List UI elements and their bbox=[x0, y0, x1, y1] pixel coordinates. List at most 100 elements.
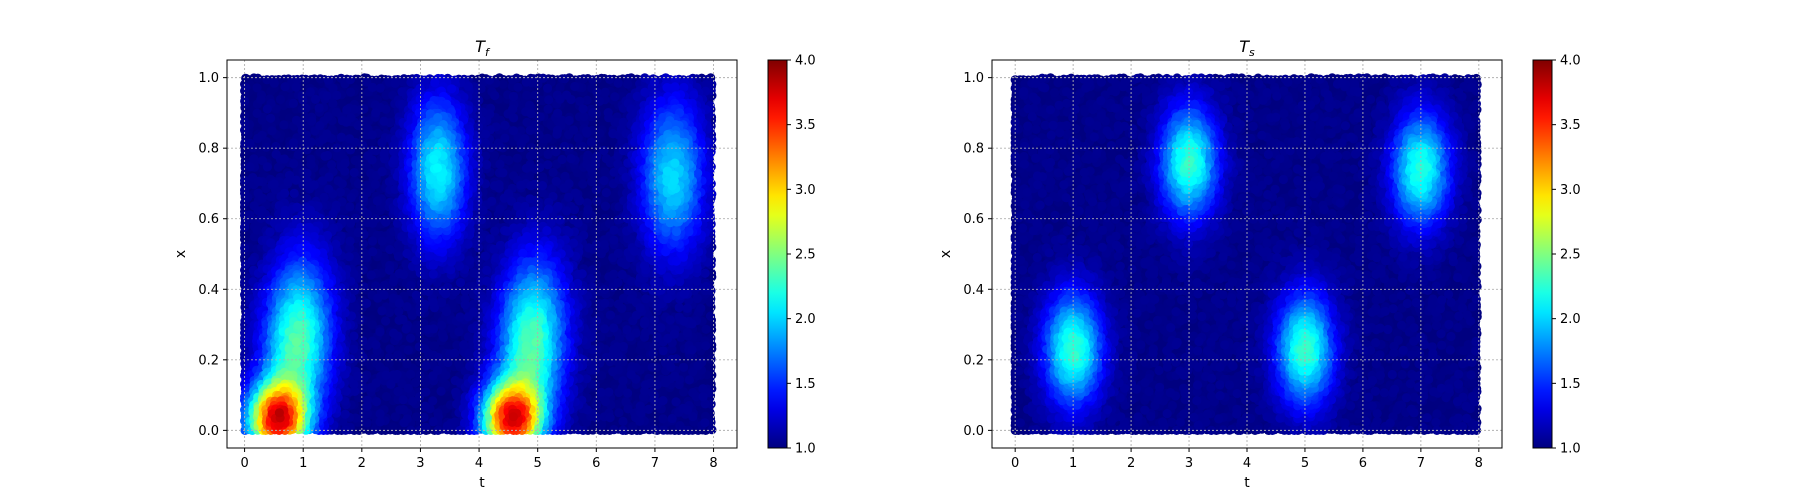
data-point bbox=[605, 74, 615, 84]
data-point bbox=[535, 112, 545, 122]
data-point bbox=[512, 153, 522, 163]
data-point bbox=[583, 205, 593, 215]
data-point bbox=[291, 175, 301, 185]
data-point bbox=[289, 138, 299, 148]
data-point bbox=[507, 75, 518, 85]
data-point bbox=[340, 166, 350, 176]
data-point bbox=[706, 354, 716, 364]
data-point bbox=[635, 401, 645, 411]
data-point bbox=[544, 95, 554, 105]
data-point bbox=[279, 120, 289, 130]
data-point bbox=[245, 138, 255, 148]
data-point bbox=[553, 108, 563, 118]
data-point bbox=[398, 405, 409, 415]
data-point bbox=[698, 384, 708, 394]
data-point bbox=[363, 151, 373, 161]
data-point bbox=[315, 121, 325, 131]
data-point bbox=[674, 302, 684, 313]
data-point bbox=[289, 159, 299, 169]
data-point bbox=[543, 149, 553, 159]
data-point bbox=[543, 83, 553, 93]
data-point bbox=[605, 310, 616, 320]
data-point bbox=[700, 418, 710, 428]
data-point bbox=[557, 154, 567, 165]
data-point bbox=[508, 113, 519, 123]
data-point bbox=[441, 306, 451, 317]
data-point bbox=[516, 139, 526, 149]
data-point bbox=[436, 386, 446, 396]
data-point bbox=[521, 163, 532, 173]
data-point bbox=[253, 176, 264, 186]
data-point bbox=[358, 239, 368, 249]
data-point bbox=[610, 92, 620, 102]
data-point bbox=[535, 162, 545, 173]
data-point bbox=[693, 361, 703, 371]
data-point bbox=[489, 181, 500, 191]
data-point bbox=[627, 346, 637, 356]
data-point bbox=[460, 300, 470, 310]
data-point bbox=[252, 108, 262, 118]
data-point bbox=[570, 81, 580, 92]
data-point bbox=[508, 104, 518, 114]
data-point bbox=[346, 87, 356, 97]
data-point bbox=[370, 179, 380, 189]
data-point bbox=[454, 359, 464, 369]
data-point bbox=[253, 73, 263, 83]
data-point bbox=[530, 90, 540, 100]
data-point bbox=[600, 87, 610, 97]
data-point bbox=[614, 408, 624, 418]
data-point bbox=[626, 294, 636, 304]
data-point bbox=[429, 341, 439, 351]
data-point bbox=[656, 323, 666, 333]
data-point bbox=[389, 328, 399, 338]
data-point bbox=[375, 417, 385, 427]
data-point bbox=[495, 204, 505, 214]
data-point bbox=[495, 159, 505, 169]
data-point bbox=[617, 303, 627, 313]
data-point bbox=[428, 297, 438, 307]
data-point bbox=[362, 401, 372, 411]
data-point bbox=[596, 249, 606, 259]
data-point bbox=[687, 345, 697, 355]
data-point bbox=[569, 205, 580, 215]
data-point bbox=[687, 319, 697, 329]
data-point bbox=[604, 113, 614, 123]
data-point bbox=[403, 383, 413, 393]
data-point bbox=[324, 172, 334, 182]
data-point bbox=[367, 82, 378, 92]
data-point bbox=[359, 282, 369, 292]
data-point bbox=[307, 116, 317, 126]
data-point bbox=[508, 91, 519, 102]
data-point bbox=[301, 74, 311, 84]
data-point bbox=[301, 103, 311, 113]
data-point bbox=[266, 113, 276, 123]
data-point bbox=[328, 98, 338, 109]
data-point bbox=[667, 413, 677, 424]
data-point bbox=[648, 349, 658, 359]
data-point bbox=[635, 303, 645, 313]
data-point bbox=[381, 392, 391, 402]
data-point bbox=[609, 269, 619, 279]
data-point bbox=[437, 320, 447, 330]
data-point bbox=[394, 298, 404, 308]
data-point bbox=[527, 143, 537, 153]
data-point bbox=[375, 83, 385, 93]
data-point bbox=[359, 104, 369, 114]
data-point bbox=[626, 370, 636, 380]
data-point bbox=[269, 78, 279, 88]
data-point bbox=[599, 176, 609, 186]
data-point bbox=[269, 179, 279, 189]
data-point bbox=[390, 78, 400, 88]
data-point bbox=[500, 120, 510, 130]
data-point bbox=[324, 184, 334, 194]
data-point bbox=[291, 115, 302, 125]
data-point bbox=[336, 132, 346, 142]
data-point bbox=[366, 270, 376, 280]
data-point bbox=[368, 218, 378, 228]
data-point bbox=[403, 345, 413, 355]
data-point bbox=[398, 314, 408, 325]
data-point bbox=[578, 179, 588, 189]
data-point bbox=[564, 179, 574, 189]
data-point bbox=[682, 303, 693, 313]
data-point bbox=[438, 332, 449, 342]
